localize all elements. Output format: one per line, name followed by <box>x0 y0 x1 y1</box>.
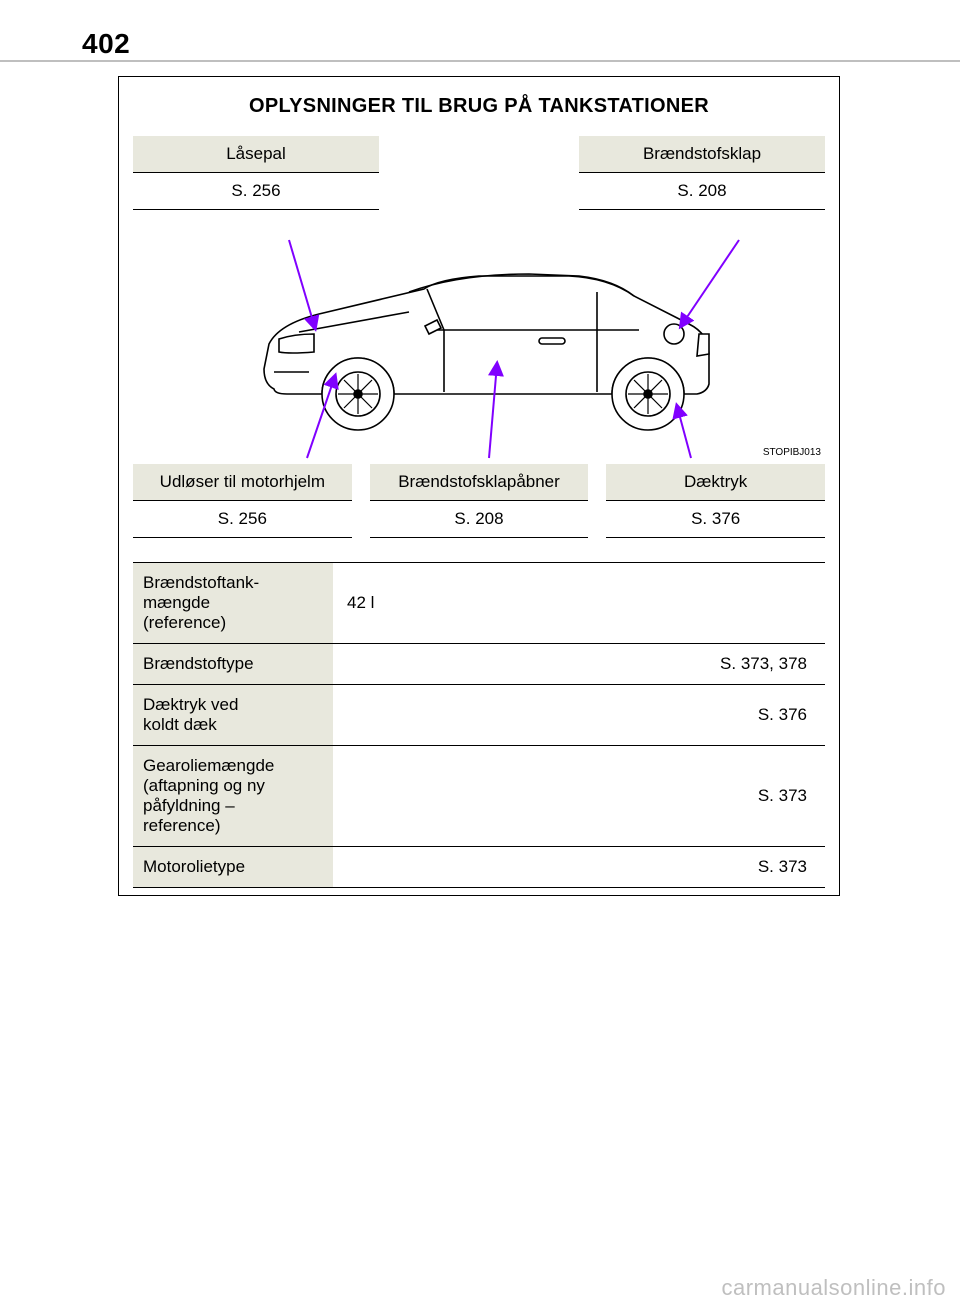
mid-label-col: Udløser til motorhjelm S. 256 <box>133 464 352 538</box>
table-row: Motorolietype S. 373 <box>133 847 825 888</box>
spec-value: S. 376 <box>333 685 825 745</box>
spec-value: 42 l <box>333 563 825 643</box>
spec-label: Gearoliemængde (aftapning og ny påfyldni… <box>133 746 333 846</box>
spec-value: S. 373, 378 <box>333 644 825 684</box>
watermark: carmanualsonline.info <box>721 1275 946 1301</box>
spec-label: Brændstoftank- mængde (reference) <box>133 563 333 643</box>
label-page-ref: S. 256 <box>133 501 352 538</box>
label-header: Dæktryk <box>606 464 825 501</box>
section-title: OPLYSNINGER TIL BRUG PÅ TANKSTATIONER <box>133 95 825 118</box>
label-header: Låsepal <box>133 136 379 173</box>
spec-table: Brændstoftank- mængde (reference) 42 l B… <box>133 562 825 888</box>
car-illustration <box>179 234 779 464</box>
spec-value: S. 373 <box>333 746 825 846</box>
top-label-col: Brændstofsklap S. 208 <box>579 136 825 210</box>
diagram-code: STOPIBJ013 <box>763 447 821 458</box>
spec-value: S. 373 <box>333 847 825 887</box>
label-header: Brændstofsklapåbner <box>370 464 589 501</box>
page-number: 402 <box>82 28 130 60</box>
label-header: Udløser til motorhjelm <box>133 464 352 501</box>
label-page-ref: S. 208 <box>579 173 825 210</box>
mid-label-row: Udløser til motorhjelm S. 256 Brændstofs… <box>133 464 825 538</box>
car-diagram-area: STOPIBJ013 <box>133 214 825 464</box>
table-row: Brændstoftype S. 373, 378 <box>133 644 825 685</box>
spec-label: Dæktryk ved koldt dæk <box>133 685 333 745</box>
table-row: Dæktryk ved koldt dæk S. 376 <box>133 685 825 746</box>
table-row: Brændstoftank- mængde (reference) 42 l <box>133 563 825 644</box>
label-page-ref: S. 376 <box>606 501 825 538</box>
top-label-col: Låsepal S. 256 <box>133 136 379 210</box>
content-box: OPLYSNINGER TIL BRUG PÅ TANKSTATIONER Lå… <box>118 76 840 896</box>
mid-label-col: Brændstofsklapåbner S. 208 <box>370 464 589 538</box>
table-row: Gearoliemængde (aftapning og ny påfyldni… <box>133 746 825 847</box>
spec-label: Motorolietype <box>133 847 333 887</box>
top-label-row: Låsepal S. 256 Brændstofsklap S. 208 <box>133 136 825 210</box>
spec-label: Brændstoftype <box>133 644 333 684</box>
label-header: Brændstofsklap <box>579 136 825 173</box>
header-divider <box>0 60 960 62</box>
mid-label-col: Dæktryk S. 376 <box>606 464 825 538</box>
label-page-ref: S. 256 <box>133 173 379 210</box>
label-page-ref: S. 208 <box>370 501 589 538</box>
